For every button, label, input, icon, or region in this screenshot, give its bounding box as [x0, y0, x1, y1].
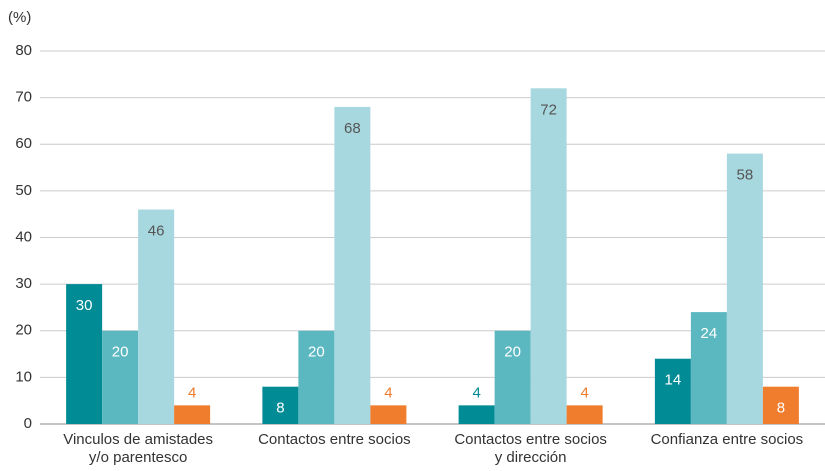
value-label: 20: [308, 344, 325, 361]
x-tick-label: Confianza entre socios: [651, 431, 804, 448]
value-label: 4: [188, 384, 196, 401]
bar: [262, 386, 299, 424]
x-tick-label: Vinculos de amistades: [63, 431, 213, 448]
value-label: 4: [384, 384, 392, 401]
value-label: 8: [777, 400, 785, 417]
value-label: 20: [504, 344, 521, 361]
bar: [174, 405, 211, 424]
bar: [298, 330, 335, 424]
value-label: 8: [276, 400, 284, 417]
value-label: 14: [665, 372, 682, 389]
bar: [494, 330, 531, 424]
y-axis-label: (%): [8, 9, 31, 26]
bar: [102, 330, 139, 424]
x-tick-label: Contactos entre socios: [454, 431, 607, 448]
value-label: 24: [701, 325, 718, 342]
bar: [654, 358, 691, 424]
bar: [138, 209, 175, 424]
value-label: 20: [112, 344, 129, 361]
bar: [566, 405, 603, 424]
value-label: 4: [580, 384, 588, 401]
x-tick-label: y dirección: [495, 449, 567, 466]
value-label: 68: [344, 120, 361, 137]
y-tick-label: 20: [15, 322, 32, 339]
bar: [458, 405, 495, 424]
y-tick-label: 70: [15, 89, 32, 106]
y-tick-label: 80: [15, 42, 32, 59]
x-tick-label: Contactos entre socios: [258, 431, 411, 448]
value-label: 46: [148, 222, 165, 239]
y-tick-label: 40: [15, 228, 32, 245]
bar: [66, 284, 103, 424]
value-label: 58: [737, 167, 754, 184]
value-label: 30: [76, 297, 93, 314]
bar: [726, 153, 763, 424]
x-tick-label: y/o parentesco: [89, 449, 187, 466]
bar: [530, 88, 567, 425]
y-tick-label: 10: [15, 368, 32, 385]
value-label: 72: [540, 101, 557, 118]
y-tick-label: 0: [24, 415, 32, 432]
bar: [370, 405, 407, 424]
value-label: 4: [472, 384, 480, 401]
y-tick-label: 30: [15, 275, 32, 292]
y-tick-label: 50: [15, 182, 32, 199]
bar: [762, 386, 799, 424]
bar: [690, 312, 727, 424]
y-tick-label: 60: [15, 135, 32, 152]
bar: [334, 106, 371, 424]
